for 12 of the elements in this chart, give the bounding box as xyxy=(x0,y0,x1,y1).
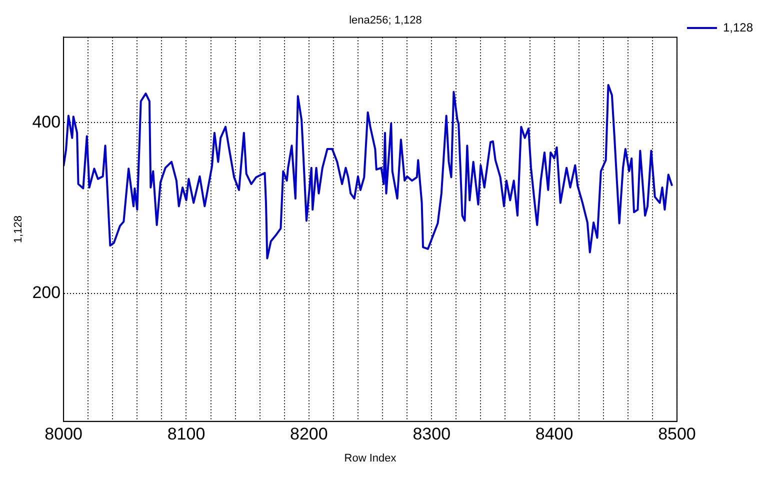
y-tick-label: 200 xyxy=(32,283,61,302)
x-tick-label: 8400 xyxy=(535,424,574,444)
x-tick-label: 8500 xyxy=(658,424,696,444)
y-tick-label: 400 xyxy=(32,112,61,132)
x-tick-label: 8100 xyxy=(167,424,206,444)
x-tick-label: 8000 xyxy=(44,424,82,444)
chart-title: lena256; 1,128 xyxy=(349,14,422,27)
y-axis-title: 1,128 xyxy=(12,216,25,244)
x-tick-label: 8200 xyxy=(290,424,328,444)
x-axis-title: Row Index xyxy=(344,452,397,464)
x-tick-label: 8300 xyxy=(412,424,451,444)
legend-label: 1,128 xyxy=(722,20,754,34)
